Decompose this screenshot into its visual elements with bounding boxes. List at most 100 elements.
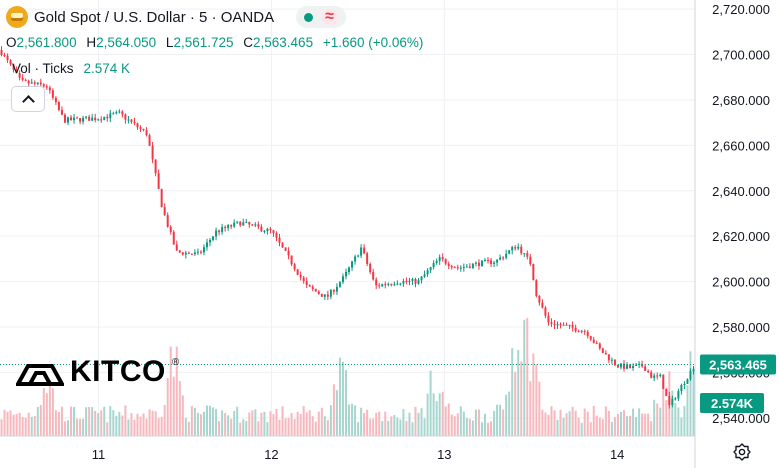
candle-body	[344, 271, 347, 277]
volume-bar	[139, 416, 142, 436]
candle-body	[160, 189, 163, 208]
price-tick-label: 2,620.000	[712, 229, 770, 244]
candle-body	[496, 259, 499, 263]
volume-bar	[299, 413, 302, 436]
candle-body	[305, 281, 308, 286]
time-axis[interactable]: 11 12 13 14	[0, 0, 696, 468]
candle-body	[453, 267, 456, 269]
volume-bar	[332, 384, 335, 436]
volume-bar	[538, 381, 541, 436]
volume-bar	[396, 417, 399, 436]
candle-body	[169, 226, 172, 232]
candle-body	[320, 293, 323, 297]
price-tick-label: 2,700.000	[712, 48, 770, 63]
volume-bar	[112, 410, 115, 436]
candle-body	[580, 331, 583, 333]
volume-bar	[248, 412, 251, 436]
market-status-pill[interactable]: ≈	[296, 6, 346, 28]
candle-body	[447, 263, 450, 266]
volume-bar	[505, 394, 508, 436]
candle-body	[73, 117, 76, 121]
volume-bar	[82, 418, 85, 436]
candle-body	[659, 374, 662, 377]
volume-bar	[154, 411, 157, 436]
volume-bar	[532, 353, 535, 436]
candle-body	[287, 250, 290, 256]
svg-text:2.574K: 2.574K	[711, 396, 754, 411]
volume-bar	[508, 391, 511, 436]
candle-body	[6, 55, 9, 61]
volume-bar	[199, 414, 202, 436]
candle-body	[284, 247, 287, 251]
volume-bar	[172, 376, 175, 436]
candle-body	[635, 365, 638, 367]
candle-body	[650, 372, 653, 378]
candle-body	[97, 119, 100, 121]
volume-bar	[63, 421, 66, 436]
candle-body	[644, 366, 647, 371]
candle-body	[471, 263, 474, 268]
volume-bar	[12, 414, 15, 436]
volume-bar	[692, 368, 695, 436]
gold-bars-icon	[6, 6, 28, 28]
gear-icon[interactable]	[733, 443, 751, 461]
candle-body	[369, 263, 372, 273]
symbol-title[interactable]: Gold Spot / U.S. Dollar · 5 · OANDA	[34, 8, 275, 26]
volume-bar	[529, 381, 532, 436]
volume-bar	[381, 420, 384, 436]
volume-bar	[184, 417, 187, 436]
volume-bar	[674, 402, 677, 436]
candle-body	[680, 384, 683, 392]
volume-bar	[127, 419, 130, 436]
volume-bar	[79, 418, 82, 436]
volume-bar	[375, 412, 378, 436]
candle-body	[468, 266, 471, 268]
time-tick-label: 11	[92, 447, 106, 462]
volume-bar	[499, 404, 502, 436]
candle-body	[103, 116, 106, 120]
candle-body	[414, 279, 417, 284]
candle-body	[547, 315, 550, 323]
volume-bar	[118, 412, 121, 436]
volume-bar	[278, 419, 281, 436]
volume-bar	[511, 348, 514, 436]
volume-bar	[514, 372, 517, 436]
symbol-legend[interactable]: Gold Spot / U.S. Dollar · 5 · OANDA ≈	[6, 6, 346, 28]
volume-bar	[610, 421, 613, 436]
candle-body	[423, 274, 426, 277]
candle-body	[632, 365, 635, 369]
price-axis[interactable]: 2,720.000 2,700.000 2,680.000 2,660.000 2,64…	[712, 2, 770, 426]
candle-body	[30, 82, 33, 84]
candle-body	[175, 244, 178, 251]
candle-body	[641, 363, 644, 367]
candle-body	[242, 222, 245, 226]
volume-bar	[601, 419, 604, 436]
candle-body	[236, 221, 239, 223]
candle-body	[477, 262, 480, 267]
volume-bar	[583, 408, 586, 436]
volume-bar	[493, 410, 496, 436]
candle-body	[616, 364, 619, 368]
volume-bar	[580, 422, 583, 436]
candle-body	[565, 324, 568, 326]
candle-body	[402, 280, 405, 284]
volume-bar	[27, 412, 30, 436]
collapse-legend-button[interactable]	[11, 86, 45, 112]
volume-bar	[257, 421, 260, 436]
volume-bar	[133, 419, 136, 436]
volume-bar	[372, 418, 375, 436]
candle-body	[626, 364, 629, 369]
volume-bar	[88, 406, 91, 436]
volume-bar	[632, 408, 635, 436]
volume-bar	[341, 361, 344, 436]
candle-body	[514, 247, 517, 249]
volume-legend[interactable]: Vol · Ticks 2.574 K	[12, 61, 130, 76]
candle-body	[106, 116, 109, 119]
candle-body	[502, 257, 505, 259]
candle-body	[193, 252, 196, 255]
volume-bar	[441, 391, 444, 436]
candle-body	[230, 225, 233, 227]
volume-bar	[351, 403, 354, 436]
volume-bar	[471, 420, 474, 436]
